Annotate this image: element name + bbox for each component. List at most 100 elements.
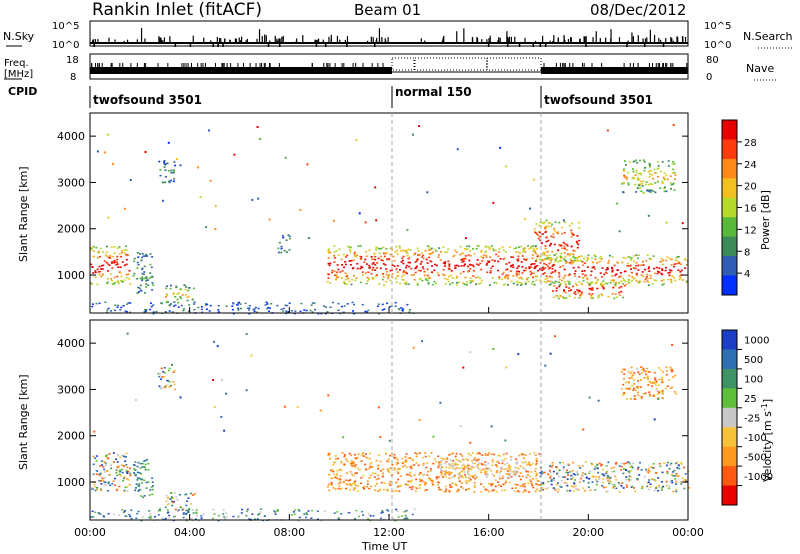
- range-gate-cell: [653, 172, 656, 174]
- range-gate-cell: [405, 453, 408, 455]
- range-gate-cell: [381, 303, 384, 306]
- range-gate-cell: [257, 513, 260, 516]
- range-gate-cell: [647, 170, 650, 173]
- range-gate-cell: [628, 282, 631, 284]
- range-gate-cell: [541, 253, 544, 256]
- noise-right-label: N.Search: [743, 30, 793, 43]
- range-gate-cell: [580, 291, 583, 293]
- range-gate-cell: [633, 383, 635, 385]
- range-gate-cell: [466, 467, 469, 470]
- range-gate-cell: [357, 485, 360, 487]
- range-gate-cell: [576, 471, 579, 473]
- range-gate-cell: [548, 244, 551, 247]
- range-gate-cell: [129, 311, 132, 314]
- range-gate-cell: [143, 273, 145, 276]
- range-gate-cell: [660, 260, 663, 263]
- range-gate-cell: [248, 307, 251, 309]
- range-gate-cell: [317, 518, 319, 520]
- range-gate-cell: [103, 468, 106, 471]
- range-gate-cell: [645, 183, 648, 186]
- range-gate-cell: [152, 488, 154, 491]
- range-gate-cell: [440, 474, 443, 476]
- range-gate-cell: [565, 286, 568, 288]
- range-gate-cell: [98, 480, 101, 482]
- range-gate-cell: [172, 293, 175, 296]
- range-gate-cell: [105, 261, 108, 264]
- range-gate-cell: [464, 480, 467, 482]
- range-gate-cell: [515, 251, 517, 253]
- range-gate-cell: [161, 517, 164, 519]
- colorbar-tick-label: 500: [744, 355, 763, 366]
- range-gate-cell: [119, 470, 122, 473]
- range-gate-cell: [377, 468, 380, 470]
- range-gate-cell: [653, 168, 656, 171]
- range-gate-cell: [521, 282, 523, 285]
- range-gate-cell: [540, 242, 543, 244]
- range-gate-cell: [362, 514, 365, 516]
- range-gate-cell: [485, 467, 488, 470]
- range-gate-cell: [269, 307, 271, 309]
- range-gate-cell: [358, 212, 361, 215]
- range-gate-cell: [583, 262, 586, 264]
- range-gate-cell: [348, 511, 351, 514]
- range-gate-cell: [665, 485, 668, 487]
- range-gate-cell: [574, 296, 576, 299]
- range-gate-cell: [377, 406, 380, 409]
- range-gate-cell: [338, 485, 341, 487]
- range-gate-cell: [276, 510, 279, 512]
- range-gate-cell: [519, 252, 522, 254]
- range-gate-cell: [588, 477, 591, 479]
- range-gate-cell: [553, 243, 556, 246]
- range-gate-cell: [626, 484, 629, 486]
- range-gate-cell: [523, 258, 525, 260]
- range-gate-cell: [681, 222, 684, 225]
- range-gate-cell: [379, 255, 382, 258]
- range-gate-cell: [527, 280, 530, 283]
- range-gate-cell: [495, 471, 498, 474]
- range-gate-cell: [488, 452, 491, 454]
- range-gate-cell: [361, 303, 364, 306]
- range-gate-cell: [121, 281, 124, 283]
- range-gate-cell: [663, 187, 665, 190]
- velocity-cbar-label-group: Velocity [m s-1]: [760, 399, 775, 482]
- range-gate-cell: [375, 482, 378, 485]
- range-gate-cell: [329, 262, 332, 265]
- range-gate-cell: [366, 280, 369, 282]
- range-gate-cell: [578, 276, 581, 278]
- range-gate-cell: [621, 394, 624, 396]
- range-gate-cell: [647, 472, 650, 474]
- range-gate-cell: [530, 471, 533, 473]
- range-gate-cell: [136, 261, 139, 264]
- range-gate-cell: [568, 224, 571, 227]
- range-gate-cell: [465, 482, 468, 484]
- range-gate-cell: [545, 264, 548, 266]
- range-gate-cell: [664, 178, 666, 181]
- range-gate-cell: [163, 160, 166, 162]
- range-gate-cell: [368, 467, 371, 470]
- range-gate-cell: [594, 282, 597, 285]
- range-gate-cell: [435, 282, 437, 285]
- range-gate-cell: [473, 486, 476, 488]
- range-gate-cell: [673, 469, 676, 472]
- range-gate-cell: [516, 460, 519, 463]
- range-gate-cell: [554, 335, 556, 338]
- range-gate-cell: [359, 258, 362, 261]
- range-gate-cell: [128, 269, 131, 272]
- range-gate-cell: [94, 489, 97, 492]
- range-gate-cell: [173, 383, 176, 386]
- range-gate-cell: [426, 462, 429, 464]
- range-gate-cell: [581, 465, 584, 467]
- range-gate-cell: [114, 309, 116, 312]
- range-gate-cell: [339, 481, 342, 484]
- range-gate-cell: [521, 475, 524, 478]
- range-gate-cell: [620, 486, 623, 488]
- range-gate-cell: [393, 467, 396, 470]
- range-gate-cell: [665, 174, 668, 177]
- range-gate-cell: [427, 283, 430, 285]
- range-gate-cell: [464, 474, 467, 476]
- velocity-ylabel: Slant Range [km]: [17, 374, 30, 470]
- range-gate-cell: [336, 271, 339, 273]
- range-gate-cell: [259, 138, 262, 140]
- range-gate-cell: [116, 306, 119, 308]
